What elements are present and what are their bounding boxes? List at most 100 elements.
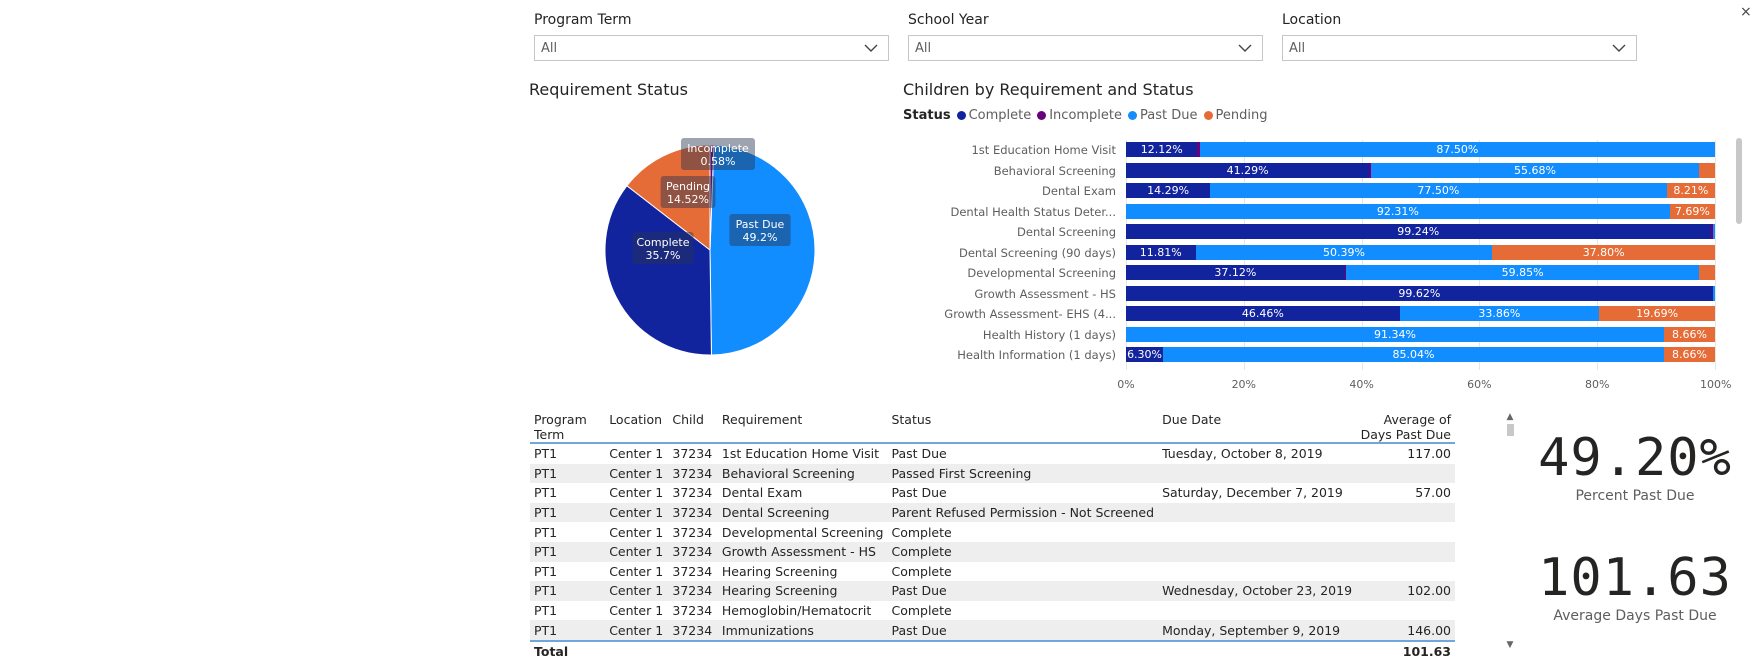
column-header[interactable]: Average of Days Past Due — [1360, 412, 1451, 442]
y-category-label: Dental Screening (90 days) — [958, 245, 1116, 260]
legend-item-pending[interactable]: Pending — [1203, 108, 1267, 123]
table-cell: PT1 — [530, 463, 606, 484]
bar-segment-incomplete[interactable] — [1344, 265, 1347, 280]
table-cell: PT1 — [530, 502, 606, 523]
bar-segment-complete[interactable]: 6.30% — [1126, 347, 1164, 362]
pie-slice-pending[interactable] — [626, 144, 711, 252]
legend-item-past-due[interactable]: Past Due — [1128, 108, 1198, 123]
bar-segment-past-due[interactable]: 33.86% — [1399, 306, 1600, 321]
bar-data-label: 41.29% — [1226, 163, 1269, 177]
bar-data-label: 46.46% — [1241, 307, 1284, 320]
bar-segment-pending[interactable] — [1698, 162, 1715, 178]
column-header[interactable]: Due Date — [1162, 412, 1222, 427]
column-header[interactable]: Child — [672, 412, 704, 427]
table-row[interactable]: PT1 Center 1 37234 Hearing Screening Past Du… — [530, 581, 1455, 601]
scroll-up-icon[interactable]: ▲ — [1506, 412, 1514, 422]
table-cell — [1356, 541, 1455, 562]
legend-item-incomplete[interactable]: Incomplete — [1037, 108, 1122, 123]
slicer-dropdown[interactable]: All — [1282, 35, 1637, 61]
bar-segment-complete[interactable]: 41.29% — [1126, 162, 1370, 178]
table-scrollbar[interactable]: ▲ ▼ — [1505, 412, 1515, 650]
bar-segment-incomplete[interactable] — [1197, 142, 1200, 157]
close-icon[interactable]: × — [1740, 4, 1752, 20]
table-cell: 37234 — [672, 563, 713, 579]
table-row[interactable]: PT1 Center 1 37234 Dental Exam Past Due Satur… — [530, 483, 1455, 503]
bar-data-label: 8.66% — [1672, 348, 1707, 361]
table-row[interactable]: PT1 Center 1 37234 Developmental Screening C… — [530, 522, 1455, 542]
table-cell: PT1 — [534, 446, 558, 462]
bar-segment-pending[interactable]: 37.80% — [1492, 244, 1715, 260]
column-header[interactable]: Program Term — [534, 412, 587, 442]
pie-slice-incomplete[interactable] — [709, 144, 715, 251]
table-row[interactable]: PT1 Center 1 37234 1st Education Home Visit… — [530, 443, 1455, 464]
bar-data-label: 8.21% — [1673, 184, 1709, 197]
bar-chart-scrollbar[interactable] — [1736, 138, 1742, 224]
bar-segment-incomplete[interactable] — [1710, 224, 1714, 239]
bar-segment-complete[interactable]: 37.12% — [1126, 265, 1345, 280]
table-cell: Developmental Screening — [721, 524, 884, 540]
bar-segment-complete[interactable]: 99.24% — [1126, 224, 1711, 239]
pie-chart-title: Requirement Status — [529, 80, 688, 99]
column-header[interactable]: Location — [609, 412, 663, 427]
table-cell — [887, 639, 1159, 662]
bar-segment-complete[interactable]: 99.62% — [1126, 285, 1713, 301]
bar-data-label: 85.04% — [1392, 348, 1435, 361]
column-header[interactable]: Status — [891, 412, 932, 427]
chevron-down-icon — [1238, 44, 1252, 52]
bar-segment-past-due[interactable]: 50.39% — [1195, 244, 1493, 260]
bar-segment-past-due[interactable]: 59.85% — [1346, 265, 1699, 280]
slicer-dropdown[interactable]: All — [534, 35, 889, 61]
bar-segment-past-due[interactable]: 85.04% — [1163, 347, 1664, 362]
table-cell: Center 1 — [609, 563, 664, 579]
table-cell: Past Due — [891, 485, 947, 501]
column-header[interactable]: Requirement — [721, 412, 803, 427]
table-cell: PT1 — [534, 524, 558, 540]
table-cell: Parent Refused Permission - Not Screened — [887, 502, 1159, 523]
pie-slice-past-due[interactable] — [709, 144, 816, 356]
bar-segment-pending[interactable]: 8.21% — [1666, 183, 1715, 198]
x-tick-label: 60% — [1467, 377, 1492, 391]
bar-segment-complete[interactable]: 46.46% — [1126, 306, 1400, 321]
bar-segment-incomplete[interactable] — [1369, 162, 1371, 178]
slicer-dropdown[interactable]: All — [908, 35, 1263, 61]
table-cell: Tuesday, October 8, 2019 — [1162, 446, 1323, 462]
scroll-down-icon[interactable]: ▼ — [1506, 640, 1514, 650]
bar-segment-past-due[interactable] — [1712, 285, 1715, 301]
table-cell: 57.00 — [1415, 485, 1451, 501]
pie-slice-complete[interactable] — [604, 185, 712, 356]
table-cell: Center 1 — [609, 524, 664, 540]
bar-segment-past-due[interactable]: 77.50% — [1210, 183, 1667, 198]
bar-segment-pending[interactable]: 8.66% — [1663, 347, 1715, 362]
bar-segment-past-due[interactable]: 55.68% — [1370, 162, 1699, 178]
bar-segment-complete[interactable]: 14.29% — [1126, 183, 1211, 198]
table-cell: Growth Assessment - HS — [717, 541, 888, 562]
table-row[interactable]: PT1 Center 1 37234 Behavioral Screening Pass… — [530, 463, 1455, 484]
bar-segment-pending[interactable]: 7.69% — [1669, 203, 1715, 219]
table-cell: Immunizations — [717, 620, 888, 641]
bar-segment-complete[interactable]: 12.12% — [1126, 142, 1198, 157]
y-category-label: Behavioral Screening — [993, 163, 1116, 178]
table-row[interactable]: PT1 Center 1 37234 Hemoglobin/Hematocrit Com… — [530, 601, 1455, 621]
table-cell: Past Due — [887, 620, 1159, 641]
table-row[interactable]: PT1 Center 1 37234 Hearing Screening Complet… — [530, 562, 1455, 582]
bar-segment-complete[interactable]: 11.81% — [1126, 244, 1196, 260]
bar-segment-past-due[interactable]: 87.50% — [1199, 142, 1715, 157]
slicer-location: Location All — [1282, 12, 1637, 61]
bar-segment-pending[interactable]: 19.69% — [1599, 306, 1716, 321]
scroll-thumb[interactable] — [1506, 424, 1514, 436]
bar-segment-past-due[interactable]: 91.34% — [1126, 326, 1664, 342]
bar-segment-past-due[interactable] — [1713, 224, 1715, 239]
svg-text:49.2%: 49.2% — [743, 231, 778, 244]
table-cell — [717, 639, 888, 662]
table-row[interactable]: PT1 Center 1 37234 Growth Assessment - HS Co… — [530, 541, 1455, 562]
bar-segment-past-due[interactable]: 92.31% — [1126, 203, 1670, 219]
bar-chart[interactable]: 0% 20% 40% 60% 80% 100% 1st Education Home Vis… — [926, 140, 1731, 400]
table-cell — [1158, 639, 1357, 662]
table-row[interactable]: PT1 Center 1 37234 Immunizations Past Due Mon… — [530, 620, 1455, 641]
table-row[interactable]: PT1 Center 1 37234 Dental Screening Parent R… — [530, 502, 1455, 523]
legend-item-complete[interactable]: Complete — [956, 108, 1031, 123]
bar-segment-pending[interactable]: 8.66% — [1663, 326, 1715, 342]
bar-segment-pending[interactable] — [1698, 265, 1715, 280]
